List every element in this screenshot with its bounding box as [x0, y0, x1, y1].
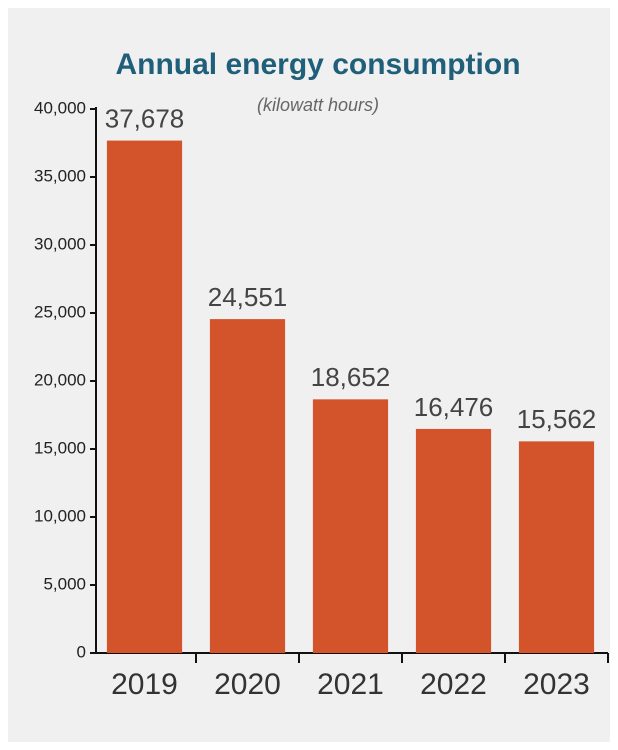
y-tick-label: 35,000: [34, 166, 86, 185]
y-tick-label: 20,000: [34, 370, 86, 389]
bar: [209, 319, 286, 653]
y-tick-label: 10,000: [34, 506, 86, 525]
y-tick-label: 0: [77, 642, 86, 661]
y-tick-label: 40,000: [34, 98, 86, 117]
y-tick-label: 25,000: [34, 302, 86, 321]
bar: [415, 428, 492, 653]
value-label: 15,562: [517, 404, 597, 434]
value-label: 37,678: [105, 103, 185, 133]
value-label: 24,551: [208, 282, 288, 312]
x-tick-label: 2020: [214, 668, 281, 701]
bar: [518, 441, 595, 653]
bar: [106, 140, 183, 653]
bar: [312, 399, 389, 653]
y-tick-label: 5,000: [43, 574, 86, 593]
chart-subtitle: (kilowatt hours): [257, 95, 379, 115]
chart-title: Annual energy consumption: [115, 48, 520, 81]
value-label: 18,652: [311, 362, 391, 392]
value-label: 16,476: [414, 392, 494, 422]
y-tick-label: 30,000: [34, 234, 86, 253]
x-tick-label: 2019: [111, 668, 178, 701]
x-tick-label: 2023: [523, 668, 590, 701]
y-tick-label: 15,000: [34, 438, 86, 457]
x-tick-label: 2022: [420, 668, 487, 701]
x-tick-label: 2021: [317, 668, 384, 701]
